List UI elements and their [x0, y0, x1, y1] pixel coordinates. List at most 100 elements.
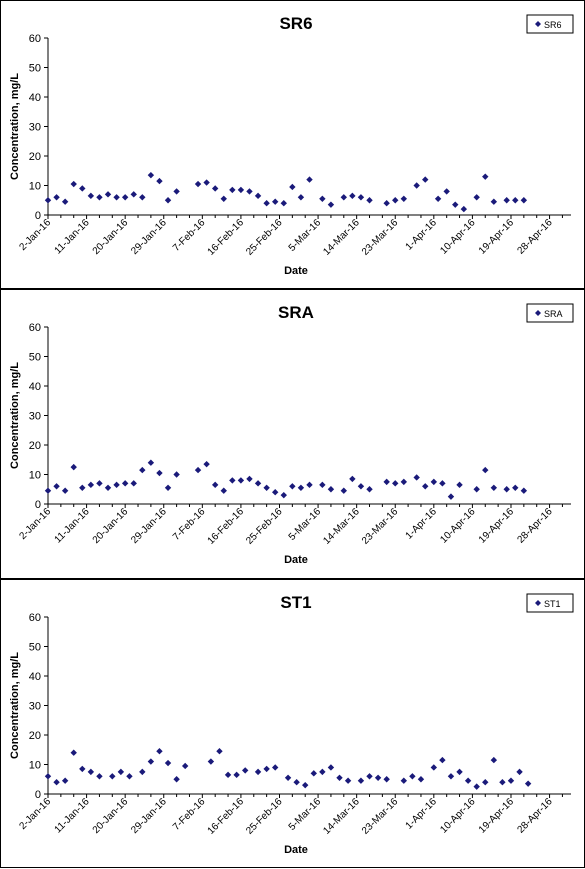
data-point: [139, 194, 146, 201]
legend-label: SRA: [544, 309, 563, 319]
data-point: [383, 478, 390, 486]
data-point: [413, 182, 420, 189]
data-point: [216, 748, 223, 755]
data-point: [126, 773, 133, 780]
data-point: [357, 483, 365, 490]
chart-panel-sr6: SR6 0 10 20 30 40 50 60 2-Jan-16 11-Jan-16 20-Jan-…: [0, 0, 585, 289]
data-point: [524, 780, 532, 787]
data-point: [503, 486, 510, 493]
x-tick-label: 20-Jan-16: [91, 217, 131, 257]
x-tick-label: 28-Apr-16: [515, 217, 555, 257]
x-tick-label: 16-Feb-16: [206, 217, 247, 258]
data-point: [130, 480, 137, 487]
data-point: [147, 758, 155, 765]
x-tick-label: 16-Feb-16: [206, 796, 247, 837]
data-point: [272, 489, 279, 496]
y-tick-label: 20: [29, 440, 41, 452]
data-point: [130, 191, 137, 198]
data-point: [96, 480, 103, 487]
y-tick-label: 0: [35, 210, 41, 222]
data-point: [516, 768, 523, 776]
x-tick-label: 25-Feb-16: [244, 796, 285, 837]
data-point: [121, 480, 129, 487]
data-point: [349, 475, 356, 483]
data-point: [87, 481, 95, 489]
chart-svg: ST1 0 10 20 30 40 50 60 2-Jan-16 11-Jan-1620-Jan-…: [9, 593, 574, 856]
y-tick-label: 50: [29, 352, 41, 364]
y-tick-label: 0: [35, 499, 41, 511]
data-point: [254, 192, 262, 200]
x-tick-label: 29-Jan-16: [129, 217, 169, 257]
data-point: [194, 466, 202, 474]
data-point: [224, 771, 232, 779]
data-point: [280, 200, 287, 207]
x-tick-label: 2-Jan-16: [17, 217, 53, 253]
data-point: [220, 487, 227, 494]
x-tick-label: 20-Jan-16: [91, 796, 131, 836]
data-point: [392, 197, 399, 204]
data-point: [203, 179, 210, 186]
x-tick-label: 10-Apr-16: [438, 796, 478, 836]
y-tick-label: 0: [35, 789, 41, 801]
data-point: [366, 773, 373, 780]
data-point: [70, 180, 77, 188]
y-tick-label: 40: [29, 92, 41, 104]
x-tick-label: 14-Mar-16: [321, 506, 362, 547]
y-axis-label: Concentration, mg/L: [9, 73, 21, 180]
data-point: [447, 773, 455, 780]
data-point: [482, 173, 489, 180]
data-point: [473, 783, 480, 790]
data-point: [263, 765, 270, 773]
data-point: [520, 197, 528, 204]
chart-title: SR6: [279, 14, 312, 33]
data-point: [284, 774, 292, 781]
x-tick-label: 11-Jan-16: [53, 796, 92, 835]
data-point: [400, 195, 408, 202]
data-point: [417, 776, 425, 783]
data-point: [53, 194, 60, 201]
x-tick-label: 29-Jan-16: [129, 796, 169, 836]
data-point: [61, 777, 69, 784]
data-point: [164, 197, 172, 204]
y-tick-label: 40: [29, 671, 41, 683]
x-tick-label: 23-Mar-16: [360, 796, 401, 837]
data-point: [310, 770, 317, 777]
data-point: [173, 776, 180, 783]
y-tick-label: 10: [29, 470, 41, 482]
x-tick-label: 23-Mar-16: [360, 217, 401, 258]
data-point: [272, 198, 279, 205]
data-point: [263, 484, 270, 491]
data-point: [121, 194, 129, 201]
data-point: [79, 765, 86, 773]
legend-marker: [535, 600, 541, 606]
data-point: [439, 480, 446, 487]
chart-svg: SRA 0 10 20 30 40 50 60 2-Jan-16 11-Jan-1620-Jan-…: [9, 303, 574, 566]
data-point: [237, 477, 245, 484]
data-point: [246, 188, 253, 195]
data-point: [104, 484, 112, 491]
data-point: [237, 186, 245, 194]
data-point: [96, 773, 103, 780]
data-point: [53, 779, 60, 786]
data-point: [520, 487, 528, 494]
data-point: [207, 758, 215, 765]
data-point: [289, 483, 296, 490]
legend-marker: [535, 21, 541, 27]
data-point: [70, 749, 77, 756]
chart-svg: SR6 0 10 20 30 40 50 60 2-Jan-16 11-Jan-1620-Jan-…: [9, 14, 574, 277]
data-point: [383, 776, 390, 783]
data-point: [422, 176, 429, 183]
x-tick-label: 7-Feb-16: [171, 796, 208, 833]
chart-title: SRA: [278, 303, 314, 322]
data-point: [139, 466, 146, 474]
y-tick-label: 60: [29, 612, 41, 624]
data-point: [503, 197, 510, 204]
data-point: [413, 474, 420, 481]
x-tick-label: 19-Apr-16: [477, 506, 517, 546]
data-point: [473, 486, 480, 493]
x-tick-label: 2-Jan-16: [17, 796, 53, 832]
legend-label: ST1: [544, 599, 561, 609]
data-point: [173, 188, 180, 195]
data-point: [87, 768, 95, 776]
data-point: [456, 768, 463, 776]
